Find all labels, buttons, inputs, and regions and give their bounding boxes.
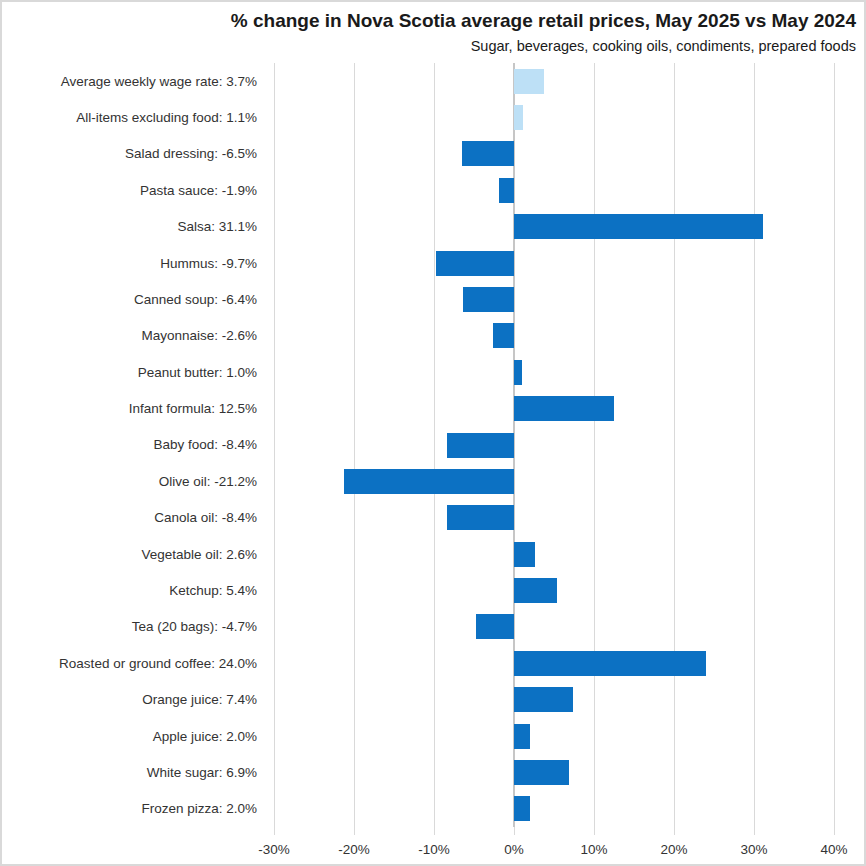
category-label: Baby food: -8.4%	[2, 427, 257, 463]
bar-salad-dressing	[462, 141, 514, 166]
axis-tick-mark	[274, 827, 275, 835]
bar-average-weekly-wage-rate	[514, 69, 544, 94]
category-label: Roasted or ground coffee: 24.0%	[2, 645, 257, 681]
category-label: Salsa: 31.1%	[2, 209, 257, 245]
category-label: Apple juice: 2.0%	[2, 718, 257, 754]
gridline	[354, 63, 355, 827]
axis-tick-mark	[594, 827, 595, 835]
category-label: White sugar: 6.9%	[2, 754, 257, 790]
x-axis-label: 20%	[634, 842, 714, 857]
bar-apple-juice	[514, 724, 530, 749]
bar-frozen-pizza	[514, 796, 530, 821]
bar-peanut-butter	[514, 360, 522, 385]
chart-subtitle: Sugar, beverages, cooking oils, condimen…	[62, 38, 856, 54]
x-axis-label: 30%	[714, 842, 794, 857]
bar-ketchup	[514, 578, 557, 603]
bar-pasta-sauce	[499, 178, 514, 203]
x-axis-label: 0%	[474, 842, 554, 857]
x-axis-label: 40%	[794, 842, 866, 857]
bar-baby-food	[447, 433, 514, 458]
bar-white-sugar	[514, 760, 569, 785]
gridline	[594, 63, 595, 827]
x-axis-label: -10%	[394, 842, 474, 857]
category-label: Average weekly wage rate: 3.7%	[2, 63, 257, 99]
axis-tick-mark	[754, 827, 755, 835]
gridline	[674, 63, 675, 827]
category-label: Vegetable oil: 2.6%	[2, 536, 257, 572]
gridline	[274, 63, 275, 827]
axis-tick-mark	[674, 827, 675, 835]
bar-infant-formula	[514, 396, 614, 421]
category-label: All-items excluding food: 1.1%	[2, 99, 257, 135]
bar-tea-20-bags	[476, 614, 514, 639]
x-axis-label: 10%	[554, 842, 634, 857]
bar-orange-juice	[514, 687, 573, 712]
bar-canola-oil	[447, 505, 514, 530]
bar-mayonnaise	[493, 323, 514, 348]
category-label: Mayonnaise: -2.6%	[2, 318, 257, 354]
axis-tick-mark	[834, 827, 835, 835]
category-label: Infant formula: 12.5%	[2, 390, 257, 426]
bar-all-items-excluding-food	[514, 105, 523, 130]
category-label: Canola oil: -8.4%	[2, 500, 257, 536]
x-axis-label: -30%	[234, 842, 314, 857]
axis-tick-mark	[514, 827, 515, 835]
bar-salsa	[514, 214, 763, 239]
chart-title: % change in Nova Scotia average retail p…	[62, 10, 856, 32]
category-label: Peanut butter: 1.0%	[2, 354, 257, 390]
category-label: Hummus: -9.7%	[2, 245, 257, 281]
category-label: Pasta sauce: -1.9%	[2, 172, 257, 208]
chart-container: % change in Nova Scotia average retail p…	[0, 0, 866, 866]
bar-roasted-or-ground-coffee	[514, 651, 706, 676]
x-axis-label: -20%	[314, 842, 394, 857]
category-label: Orange juice: 7.4%	[2, 681, 257, 717]
category-label: Olive oil: -21.2%	[2, 463, 257, 499]
bar-olive-oil	[344, 469, 514, 494]
gridline	[434, 63, 435, 827]
category-label: Frozen pizza: 2.0%	[2, 791, 257, 827]
category-label: Canned soup: -6.4%	[2, 281, 257, 317]
axis-tick-mark	[434, 827, 435, 835]
bar-hummus	[436, 251, 514, 276]
plot-area	[274, 63, 834, 827]
category-label: Salad dressing: -6.5%	[2, 136, 257, 172]
bar-canned-soup	[463, 287, 514, 312]
category-label: Tea (20 bags): -4.7%	[2, 609, 257, 645]
bar-vegetable-oil	[514, 542, 535, 567]
axis-tick-mark	[354, 827, 355, 835]
gridline	[754, 63, 755, 827]
gridline	[834, 63, 835, 827]
category-label: Ketchup: 5.4%	[2, 572, 257, 608]
